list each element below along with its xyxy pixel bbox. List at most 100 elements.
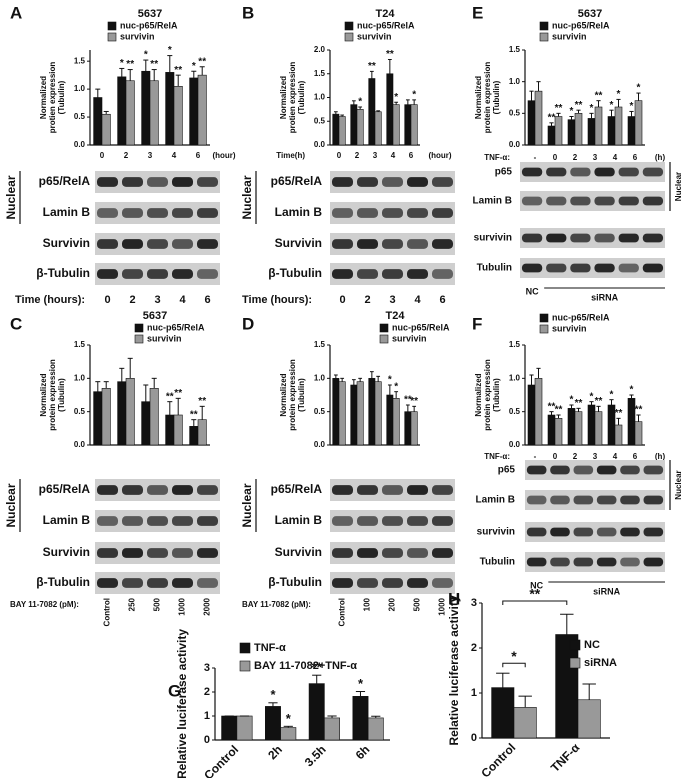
- y-tick-label: 3: [204, 662, 210, 674]
- blot-band: [122, 239, 143, 249]
- blot-band: [643, 495, 664, 505]
- bar: [125, 378, 135, 446]
- blot-band: [332, 516, 353, 526]
- chart-title: T24: [386, 310, 406, 322]
- blot-band: [526, 527, 547, 537]
- bar: [404, 411, 412, 446]
- significance: *: [630, 101, 634, 112]
- blot-band: [546, 196, 567, 206]
- blot-band: [147, 208, 168, 218]
- lane-label: NC: [526, 286, 539, 296]
- blot-band: [122, 177, 143, 187]
- bar: [125, 80, 135, 146]
- blot-band: [643, 527, 664, 537]
- y-tick-label: 1.0: [74, 373, 86, 382]
- x-tick-label: Control: [201, 742, 241, 778]
- bar: [141, 70, 151, 146]
- bar: [634, 100, 643, 146]
- blot-band: [197, 578, 218, 588]
- y-tick-label: 0.5: [509, 407, 521, 416]
- legend-label: BAY 11-7082+TNF-α: [254, 660, 357, 672]
- legend-swatch: [134, 334, 144, 344]
- significance: *: [192, 61, 196, 72]
- blot-band: [97, 485, 118, 495]
- blot-band: [197, 516, 218, 526]
- bar: [367, 717, 384, 741]
- significance: **: [575, 398, 583, 409]
- bar: [607, 116, 616, 146]
- x-tick-label: 2: [573, 153, 578, 162]
- significance: **: [404, 395, 412, 406]
- blot-row-label: p65: [498, 465, 516, 476]
- blot-band: [332, 239, 353, 249]
- y-tick-label: 0.0: [74, 140, 86, 149]
- blot-band: [357, 485, 378, 495]
- panel-letter: E: [472, 3, 483, 22]
- x-tick-label: 3: [148, 151, 153, 160]
- blot-band: [618, 167, 639, 177]
- blot-band: [573, 495, 594, 505]
- legend-label: siRNA: [584, 657, 617, 669]
- bar: [368, 378, 376, 446]
- panel-letter: F: [472, 314, 482, 333]
- group-label: Nuclear: [4, 483, 18, 527]
- legend-label: survivin: [147, 333, 182, 343]
- blot-band: [432, 208, 453, 218]
- lanes-label: BAY 11-7082 (pM):: [10, 600, 79, 609]
- bar: [594, 106, 603, 146]
- blot-band: [546, 167, 567, 177]
- y-tick-label: 3: [471, 597, 477, 609]
- bar: [587, 118, 596, 146]
- blot-band: [573, 527, 594, 537]
- legend-label: survivin: [552, 323, 587, 333]
- significance: *: [610, 100, 614, 111]
- x-tick-label: 0: [100, 151, 105, 160]
- blot-band: [357, 239, 378, 249]
- significance: *: [358, 676, 364, 691]
- blot-band: [122, 208, 143, 218]
- blot-band: [332, 485, 353, 495]
- group-label: Nuclear: [240, 175, 254, 219]
- blot-band: [147, 177, 168, 187]
- lane-label: 4: [414, 294, 421, 306]
- blot-row-label: Tubulin: [480, 557, 515, 568]
- bar: [374, 381, 382, 446]
- blot-band: [197, 548, 218, 558]
- blot-band: [122, 578, 143, 588]
- bar: [265, 706, 281, 741]
- x-tick-label: 1000: [438, 597, 447, 615]
- legend-swatch: [539, 21, 549, 31]
- blot-band: [570, 233, 591, 243]
- x-tick-label: 200: [388, 597, 397, 611]
- significance: **: [190, 409, 198, 420]
- legend-swatch: [379, 334, 389, 344]
- chart-title: 5637: [138, 8, 162, 20]
- y-axis-label: Normalized: [474, 76, 483, 119]
- bar: [410, 104, 418, 146]
- lane-label: 4: [179, 294, 186, 306]
- bar: [614, 424, 623, 446]
- blot-row-label: Lamin B: [473, 196, 512, 207]
- blot-row-label: p65/RelA: [39, 174, 91, 188]
- x-axis-unit: (hour): [212, 151, 235, 160]
- x-tick-label: 100: [363, 597, 372, 611]
- bar: [350, 384, 358, 446]
- blot-band: [197, 208, 218, 218]
- blot-band: [546, 233, 567, 243]
- bar: [547, 125, 556, 146]
- bar: [93, 97, 103, 146]
- blot-band: [172, 516, 193, 526]
- blot-band: [197, 269, 218, 279]
- blot-band: [594, 233, 615, 243]
- significance: **: [166, 391, 174, 402]
- blot-band: [618, 196, 639, 206]
- legend-label: nuc-p65/RelA: [147, 322, 205, 332]
- bar: [338, 116, 346, 146]
- bar: [165, 72, 175, 146]
- blot-band: [122, 548, 143, 558]
- y-axis-label: protein expression: [288, 359, 297, 431]
- x-tick-label: 6: [633, 452, 638, 461]
- bar: [386, 394, 394, 446]
- significance: *: [144, 50, 148, 61]
- x-tick-label: Control: [338, 598, 347, 626]
